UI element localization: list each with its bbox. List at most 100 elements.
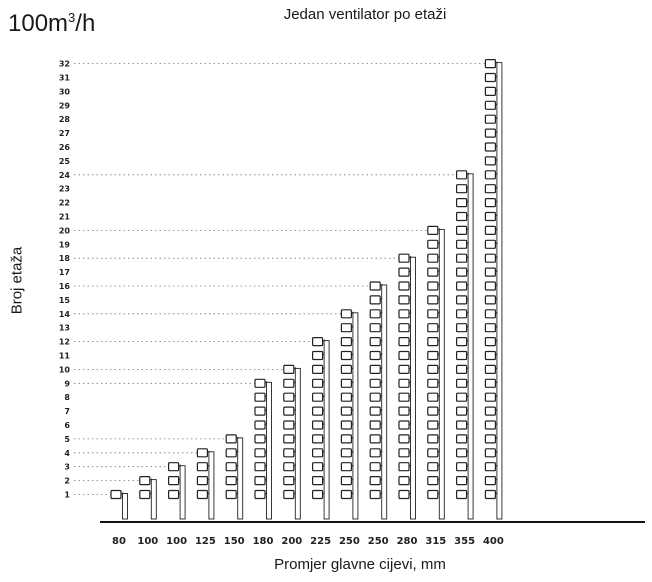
connector xyxy=(466,228,469,231)
floor-unit xyxy=(398,253,410,263)
floor-unit xyxy=(427,406,439,416)
bar-180 xyxy=(254,378,272,520)
bar-200 xyxy=(283,364,301,520)
connector xyxy=(466,394,469,398)
connector xyxy=(351,353,354,356)
connector xyxy=(466,436,469,440)
floor-unit xyxy=(427,239,439,249)
connector xyxy=(466,255,469,259)
bar-100 xyxy=(168,462,186,520)
floor-unit xyxy=(254,392,266,402)
pipe xyxy=(122,493,128,520)
connector xyxy=(495,325,498,328)
y-tick-label: 16 xyxy=(59,282,71,291)
x-tick-label: 355 xyxy=(454,536,475,547)
floor-unit xyxy=(340,392,352,402)
connector xyxy=(379,325,383,328)
floor-unit xyxy=(456,364,468,374)
y-tick-label: 23 xyxy=(59,185,70,194)
connector xyxy=(408,492,412,495)
floor-unit xyxy=(484,253,496,263)
floor-unit xyxy=(484,211,496,222)
x-tick-label: 280 xyxy=(397,536,418,547)
connector xyxy=(495,172,498,176)
connector xyxy=(207,450,210,454)
connector xyxy=(466,492,469,495)
connector xyxy=(264,436,268,440)
floor-unit xyxy=(484,72,496,83)
pipe xyxy=(381,284,388,520)
floor-unit xyxy=(456,309,468,319)
x-axis-label: Promjer glavne cijevi, mm xyxy=(274,556,446,573)
y-tick-label: 9 xyxy=(64,379,70,388)
floor-unit xyxy=(254,476,266,486)
floor-unit xyxy=(456,184,468,194)
floor-unit xyxy=(427,225,439,235)
connector xyxy=(351,478,354,481)
connector xyxy=(495,353,498,356)
connector xyxy=(293,492,297,495)
floor-unit xyxy=(312,434,324,444)
floor-unit xyxy=(484,225,496,235)
connector xyxy=(322,478,325,481)
connector xyxy=(351,325,354,328)
connector xyxy=(322,436,325,440)
connector xyxy=(408,283,412,287)
bar-100 xyxy=(139,476,157,520)
connector xyxy=(235,492,239,495)
floor-unit xyxy=(312,364,324,374)
bar-250 xyxy=(340,309,359,520)
bar-280 xyxy=(398,253,416,520)
floor-unit xyxy=(398,323,410,333)
y-tick-label: 7 xyxy=(64,407,70,416)
floor-unit xyxy=(139,476,151,486)
floor-unit xyxy=(484,420,496,430)
floor-unit xyxy=(340,420,352,430)
connector xyxy=(293,478,297,481)
floor-unit xyxy=(398,337,410,347)
connector xyxy=(466,214,469,217)
x-tick-label: 125 xyxy=(195,536,216,547)
connector xyxy=(293,381,297,384)
floor-unit xyxy=(456,350,468,361)
connector xyxy=(322,353,325,356)
bars-layer xyxy=(110,58,503,520)
connector xyxy=(408,450,412,454)
floor-unit xyxy=(225,434,237,444)
connector xyxy=(351,381,354,384)
connector xyxy=(408,367,412,370)
floor-unit xyxy=(283,420,295,430)
connector xyxy=(495,158,498,162)
floor-unit xyxy=(225,476,237,486)
y-tick-label: 6 xyxy=(64,421,70,430)
floor-unit xyxy=(312,406,324,416)
connector xyxy=(351,492,354,495)
connector xyxy=(322,381,325,384)
bar-225 xyxy=(312,337,330,520)
connector xyxy=(466,283,469,287)
connector xyxy=(120,492,124,495)
floor-unit xyxy=(484,100,496,110)
floor-unit xyxy=(484,323,496,333)
floor-unit xyxy=(456,253,468,263)
floor-unit xyxy=(484,406,496,416)
floor-unit xyxy=(369,392,381,402)
connector xyxy=(495,200,498,203)
bar-400 xyxy=(484,58,503,520)
floor-unit xyxy=(427,434,439,444)
floor-unit xyxy=(484,392,496,402)
floor-unit xyxy=(254,378,266,388)
chart-title: Jedan ventilator po etaži xyxy=(283,6,447,23)
floor-unit xyxy=(312,476,324,486)
floor-unit xyxy=(369,448,381,458)
floor-unit xyxy=(398,364,410,374)
floor-unit xyxy=(283,434,295,444)
connector xyxy=(495,478,498,481)
floor-unit xyxy=(312,420,324,430)
floor-unit xyxy=(168,462,180,472)
connector xyxy=(293,408,297,412)
connector xyxy=(264,394,268,398)
floor-unit xyxy=(484,350,496,361)
floor-unit xyxy=(196,462,208,472)
floor-unit xyxy=(484,86,496,97)
